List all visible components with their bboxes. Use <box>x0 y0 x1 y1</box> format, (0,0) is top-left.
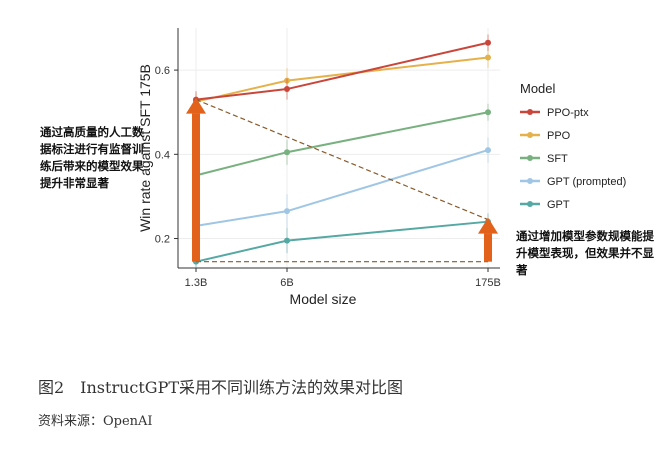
series-line <box>195 111 489 177</box>
data-point <box>485 39 491 46</box>
y-tick-label: 0.6 <box>155 65 170 77</box>
legend-title: Model <box>520 81 556 96</box>
y-tick-label: 0.2 <box>155 234 170 246</box>
legend-label: GPT <box>547 199 570 211</box>
improvement-arrow-shaft <box>192 113 200 262</box>
legend-label: GPT (prompted) <box>547 176 626 188</box>
data-point <box>485 147 491 154</box>
legend-label: PPO <box>547 130 571 142</box>
series-line <box>195 220 489 263</box>
legend-marker <box>527 132 533 138</box>
improvement-arrow-head <box>478 217 498 234</box>
series-line <box>195 149 489 227</box>
data-point <box>284 149 290 156</box>
y-axis-title: Win rate against SFT 175B <box>137 64 153 232</box>
left-annotation: 通过高质量的人工数据标注进行有监督训练后带来的模型效果提升非常显著 <box>40 125 144 190</box>
legend-marker <box>527 109 533 115</box>
improvement-arrow-head <box>186 97 206 114</box>
y-tick-label: 0.4 <box>155 149 170 161</box>
dashed-guide-line <box>195 99 489 221</box>
data-point <box>485 54 491 61</box>
improvement-arrow-shaft <box>484 233 492 262</box>
data-point <box>485 109 491 116</box>
right-annotation: 通过增加模型参数规模能提升模型表现，但效果并不显著 <box>516 229 654 277</box>
x-axis-title: Model size <box>290 291 357 307</box>
legend-marker <box>527 155 533 161</box>
figure-source: 资料来源：OpenAI <box>38 414 153 429</box>
x-tick-label: 6B <box>280 277 293 289</box>
data-point <box>284 237 290 244</box>
legend-marker <box>527 178 533 184</box>
data-point <box>284 208 290 215</box>
legend-label: SFT <box>547 153 568 165</box>
figure-caption: 图2 InstructGPT采用不同训练方法的效果对比图 <box>38 378 404 397</box>
legend-marker <box>527 201 533 207</box>
legend-label: PPO-ptx <box>547 107 589 119</box>
data-point <box>284 86 290 93</box>
x-tick-label: 175B <box>475 277 501 289</box>
x-tick-label: 1.3B <box>185 277 208 289</box>
